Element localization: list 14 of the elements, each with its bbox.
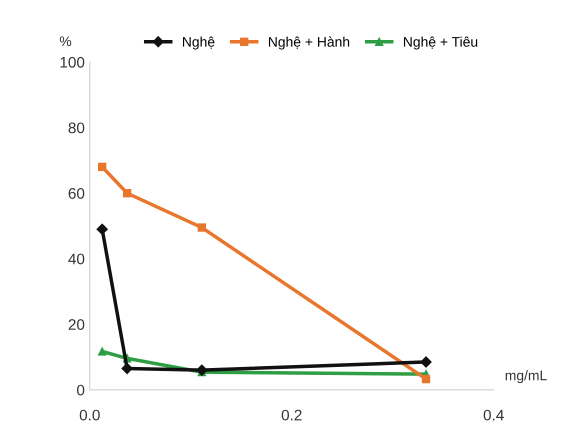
y-tick-label: 0	[77, 384, 84, 396]
y-tick-label: 100	[60, 56, 84, 68]
legend-label: Nghệ + Tiêu	[404, 36, 478, 50]
y-axis-title: %	[60, 36, 72, 46]
legend-label: Nghệ	[182, 36, 214, 50]
x-tick-label: 0.2	[282, 410, 302, 421]
y-tick-label: 40	[68, 254, 84, 264]
y-tick-label: 80	[68, 122, 84, 134]
y-tick-label: 20	[68, 319, 84, 330]
x-tick-label: 0.0	[80, 410, 100, 421]
legend-label: Nghệ + Hành	[268, 36, 350, 50]
x-tick-label: 0.4	[484, 410, 504, 421]
y-tick-label: 60	[68, 188, 84, 199]
x-axis-title: mg/mL	[506, 370, 547, 384]
